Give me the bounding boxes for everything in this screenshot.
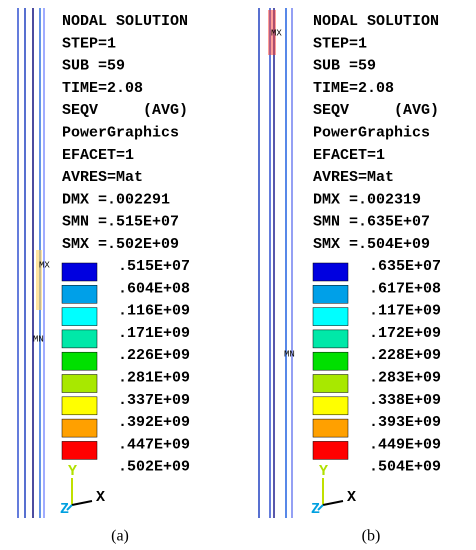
info-line: SUB =59 (313, 58, 376, 75)
legend-label: .338E+09 (369, 392, 441, 409)
legend-label: .502E+09 (118, 459, 190, 476)
legend-swatch (312, 307, 349, 326)
caption: (a) (111, 528, 129, 545)
triad-axis (66, 504, 73, 511)
legend-label: .116E+09 (118, 303, 190, 320)
legend-label: .281E+09 (118, 369, 190, 386)
legend-swatch (61, 374, 98, 393)
triad-axis (71, 500, 93, 506)
min-marker: MN (284, 349, 295, 359)
triad-axis (322, 500, 344, 506)
info-line: PowerGraphics (313, 124, 430, 141)
info-line: TIME=2.08 (62, 80, 143, 97)
info-line: SUB =59 (62, 58, 125, 75)
info-line: SMN =.515E+07 (62, 214, 179, 231)
info-line: SEQV (AVG) (62, 102, 188, 119)
info-line: TIME=2.08 (313, 80, 394, 97)
legend-label: .283E+09 (369, 369, 441, 386)
legend-label: .393E+09 (369, 414, 441, 431)
legend-label: .228E+09 (369, 347, 441, 364)
legend-swatch (61, 441, 98, 460)
legend-swatch (61, 396, 98, 416)
caption: (b) (362, 528, 381, 545)
legend-label: .337E+09 (118, 392, 190, 409)
legend-label: .604E+08 (118, 280, 190, 297)
legend-swatch (312, 396, 349, 416)
triad-label: X (347, 489, 356, 506)
info-line: SEQV (AVG) (313, 102, 439, 119)
legend-swatch (61, 418, 98, 438)
stress-zone (36, 250, 42, 310)
info-line: STEP=1 (313, 35, 367, 52)
legend-swatch (61, 285, 98, 304)
triad-axis (317, 504, 324, 511)
legend-swatch (312, 374, 349, 393)
info-line: SMN =.635E+07 (313, 214, 430, 231)
legend-swatch (312, 441, 349, 460)
info-line: NODAL SOLUTION (313, 13, 439, 30)
triad-label: Y (319, 463, 328, 480)
legend-label: .449E+09 (369, 436, 441, 453)
info-line: AVRES=Mat (62, 169, 143, 186)
legend-swatch (312, 285, 349, 304)
min-marker: MN (33, 334, 44, 344)
info-line: SMX =.502E+09 (62, 236, 179, 253)
legend-label: .117E+09 (369, 303, 441, 320)
info-line: AVRES=Mat (313, 169, 394, 186)
info-line: EFACET=1 (62, 147, 134, 164)
legend-label: .392E+09 (118, 414, 190, 431)
info-line: DMX =.002319 (313, 191, 421, 208)
legend-swatch (61, 307, 98, 326)
triad-label: Z (60, 501, 69, 518)
legend-label: .635E+07 (369, 258, 441, 275)
legend-label: .515E+07 (118, 258, 190, 275)
legend-swatch (312, 262, 349, 282)
info-line: SMX =.504E+09 (313, 236, 430, 253)
legend-swatch (61, 329, 98, 349)
legend-swatch (312, 351, 349, 371)
legend-swatch (312, 329, 349, 349)
legend-label: .226E+09 (118, 347, 190, 364)
legend-swatch (61, 351, 98, 371)
info-line: NODAL SOLUTION (62, 13, 188, 30)
info-line: STEP=1 (62, 35, 116, 52)
triad-label: X (96, 489, 105, 506)
legend-swatch (61, 262, 98, 282)
legend-label: .504E+09 (369, 459, 441, 476)
info-line: EFACET=1 (313, 147, 385, 164)
legend-label: .172E+09 (369, 325, 441, 342)
max-marker: MX (39, 260, 50, 270)
triad-label: Y (68, 463, 77, 480)
legend-label: .617E+08 (369, 280, 441, 297)
stress-zone (268, 10, 276, 55)
legend-label: .171E+09 (118, 325, 190, 342)
triad-label: Z (311, 501, 320, 518)
legend-label: .447E+09 (118, 436, 190, 453)
info-line: PowerGraphics (62, 124, 179, 141)
legend-swatch (312, 418, 349, 438)
info-line: DMX =.002291 (62, 191, 170, 208)
max-marker: MX (271, 28, 282, 38)
